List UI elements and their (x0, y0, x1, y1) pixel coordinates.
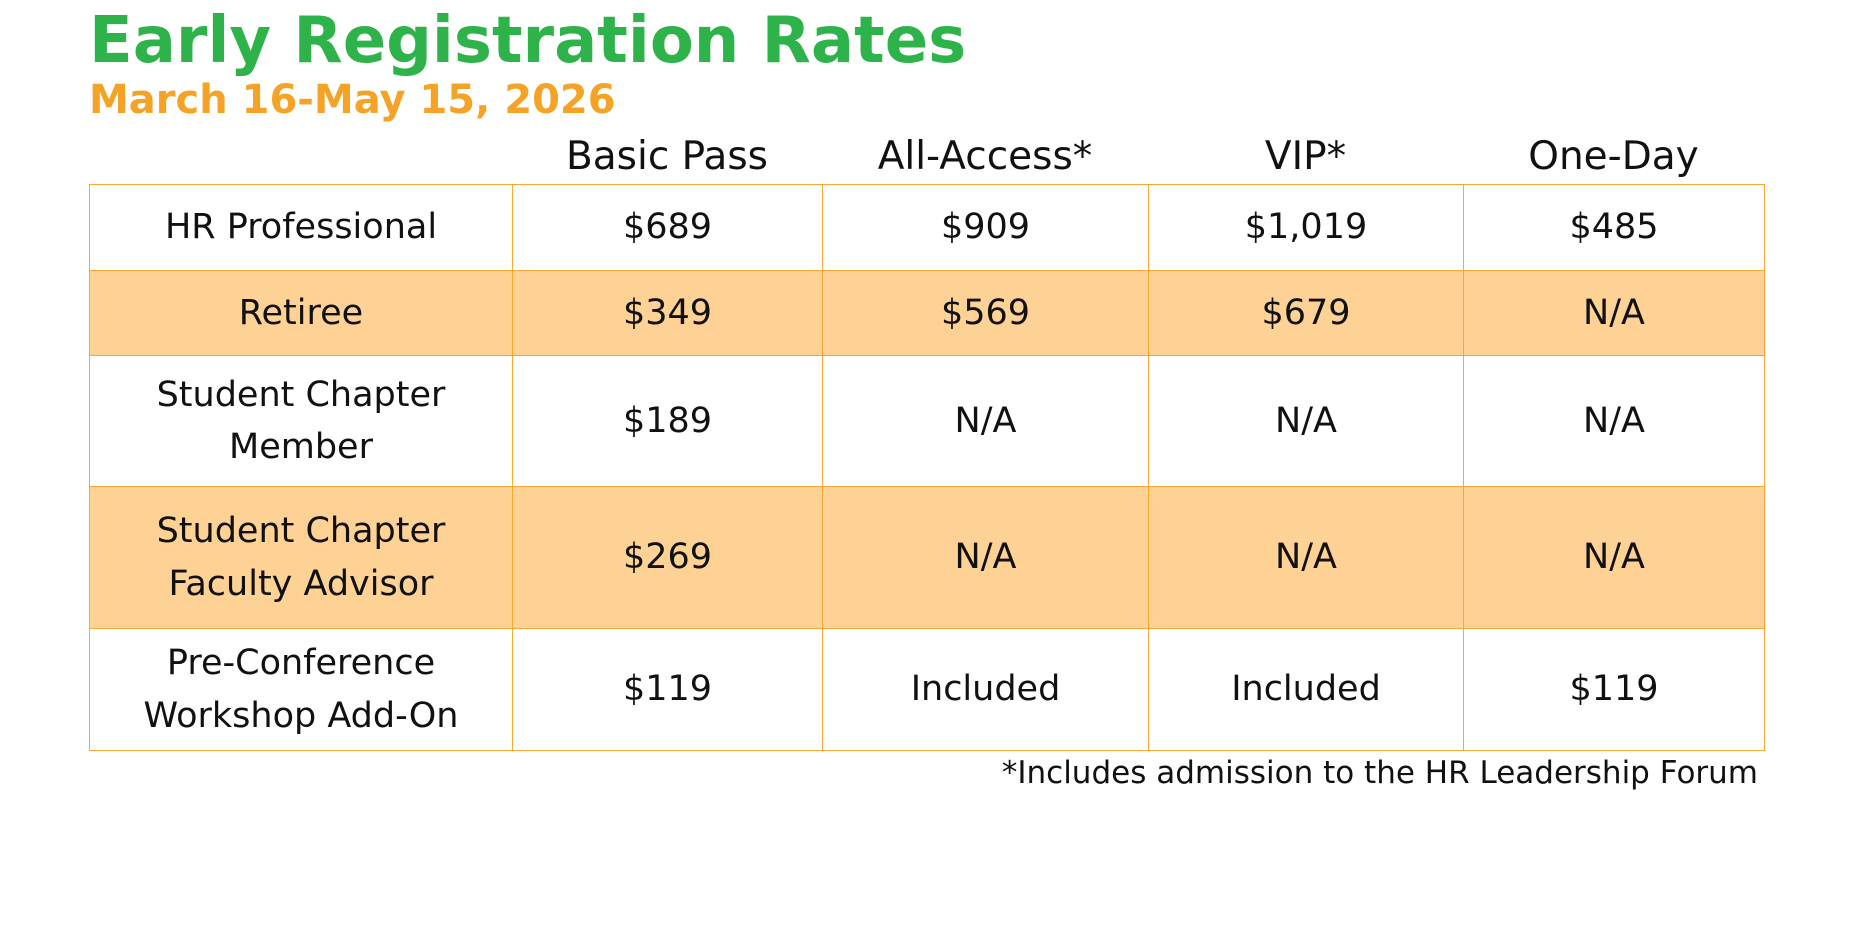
table-row-hr-professional: HR Professional $689 $909 $1,019 $485 (89, 184, 1765, 271)
column-header-basic-pass: Basic Pass (566, 133, 768, 179)
footnote: *Includes admission to the HR Leadership… (1001, 755, 1758, 791)
price-cell: N/A (822, 355, 1149, 487)
table-row-pre-conference-workshop: Pre-Conference Workshop Add-On $119 Inclu… (89, 628, 1765, 751)
page-title: Early Registration Rates (89, 4, 967, 78)
column-header-vip: VIP* (1264, 133, 1347, 179)
row-label: Student Chapter Faculty Advisor (89, 486, 513, 629)
row-label: Retiree (89, 270, 513, 356)
date-range-subtitle: March 16-May 15, 2026 (89, 77, 616, 123)
price-cell: $189 (512, 355, 823, 487)
price-cell: N/A (1148, 355, 1464, 487)
table-row-retiree: Retiree $349 $569 $679 N/A (89, 270, 1765, 356)
price-cell: $569 (822, 270, 1149, 356)
price-cell: N/A (1463, 355, 1765, 487)
price-cell: Included (822, 628, 1149, 751)
price-cell: $119 (1463, 628, 1765, 751)
price-cell: $909 (822, 184, 1149, 271)
table-row-student-chapter-faculty-advisor: Student Chapter Faculty Advisor $269 N/A … (89, 486, 1765, 629)
price-cell: $689 (512, 184, 823, 271)
price-cell: N/A (1148, 486, 1464, 629)
row-label: Student Chapter Member (89, 355, 513, 487)
price-cell: $269 (512, 486, 823, 629)
price-cell: $1,019 (1148, 184, 1464, 271)
price-cell: $119 (512, 628, 823, 751)
column-header-all-access: All-Access* (877, 133, 1093, 179)
row-label: Pre-Conference Workshop Add-On (89, 628, 513, 751)
price-cell: N/A (1463, 486, 1765, 629)
price-cell: $349 (512, 270, 823, 356)
column-header-one-day: One-Day (1528, 133, 1699, 179)
price-cell: N/A (822, 486, 1149, 629)
price-cell: $485 (1463, 184, 1765, 271)
table-row-student-chapter-member: Student Chapter Member $189 N/A N/A N/A (89, 355, 1765, 487)
price-cell: N/A (1463, 270, 1765, 356)
price-cell: Included (1148, 628, 1464, 751)
rates-table: HR Professional $689 $909 $1,019 $485 Re… (89, 184, 1765, 751)
price-cell: $679 (1148, 270, 1464, 356)
row-label: HR Professional (89, 184, 513, 271)
